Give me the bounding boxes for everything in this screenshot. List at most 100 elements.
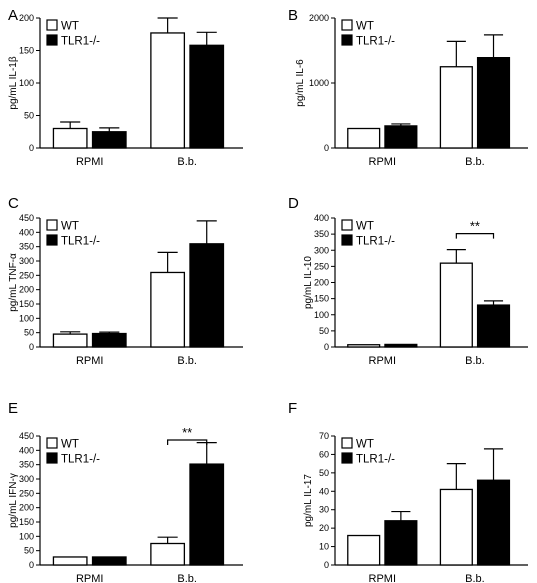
y-tick-label: 0 — [324, 342, 329, 352]
significance-label: ** — [470, 219, 480, 234]
bar-wt-rpmi — [52, 333, 88, 348]
y-tick-label: 200 — [314, 278, 329, 288]
x-category-label: B.b. — [177, 355, 197, 367]
panel-letter: A — [8, 7, 18, 24]
y-tick-label: 50 — [24, 328, 34, 338]
x-category-label: B.b. — [177, 156, 197, 168]
y-tick-label: 300 — [19, 256, 34, 266]
bar-tlr1-rpmi — [384, 343, 418, 348]
chart-panel-c: C 0 50 100 150 200 250 300 350 400 450 pg/mL TNF-α R… — [8, 195, 243, 367]
y-tick-label: 150 — [314, 294, 329, 304]
y-tick-label: 0 — [29, 560, 34, 570]
panel-letter: E — [8, 400, 18, 417]
y-tick-label: 200 — [19, 503, 34, 513]
legend-label: TLR1-/- — [61, 454, 100, 466]
legend-label: TLR1-/- — [356, 36, 395, 48]
legend-swatch — [46, 437, 58, 449]
chart-panel-b: B 0 1000 2000 pg/mL IL-6 RPMI B.b. WT TLR1-/- — [288, 7, 528, 168]
y-tick-label: 250 — [19, 270, 34, 280]
y-tick-label: 1000 — [309, 78, 329, 88]
y-tick-label: 0 — [29, 342, 34, 352]
y-tick-label: 100 — [19, 531, 34, 541]
x-category-label: B.b. — [465, 156, 485, 168]
legend-swatch — [341, 34, 353, 46]
legend-label: TLR1-/- — [61, 36, 100, 48]
y-tick-label: 70 — [319, 431, 329, 441]
y-tick-label: 200 — [19, 285, 34, 295]
bar-tlr1-rpmi — [384, 125, 418, 149]
chart-panel-f: F 0 10 20 30 40 50 60 70 pg/mL IL-17 RPMI B.b. WT TLR… — [288, 400, 528, 583]
significance-label: ** — [182, 425, 192, 440]
bar-wt-rpmi — [52, 127, 88, 149]
y-tick-label: 50 — [24, 546, 34, 556]
y-tick-label: 50 — [319, 326, 329, 336]
bar-wt-bb — [150, 32, 186, 149]
y-tick-label: 150 — [19, 46, 34, 56]
legend-swatch — [46, 219, 58, 231]
y-tick-label: 20 — [319, 523, 329, 533]
y-tick-label: 250 — [314, 261, 329, 271]
legend-swatch — [341, 452, 353, 464]
bar-wt-rpmi — [347, 534, 381, 566]
panel-letter: B — [288, 7, 298, 24]
y-axis-label: pg/mL IL-10 — [303, 256, 314, 309]
x-category-label: B.b. — [177, 573, 197, 583]
legend-swatch — [46, 19, 58, 31]
y-tick-label: 450 — [19, 213, 34, 223]
legend-label: WT — [61, 21, 79, 33]
legend-swatch — [46, 234, 58, 246]
chart-panel-e: E 0 50 100 150 200 250 300 350 400 450 pg/mL IFN-γ R… — [8, 400, 243, 583]
panel-letter: C — [8, 195, 19, 212]
bar-wt-rpmi — [52, 556, 88, 566]
y-tick-label: 350 — [19, 460, 34, 470]
y-tick-label: 150 — [19, 517, 34, 527]
y-tick-label: 350 — [19, 242, 34, 252]
y-tick-label: 0 — [324, 143, 329, 153]
bar-wt-rpmi — [347, 127, 381, 149]
y-tick-label: 300 — [314, 245, 329, 255]
x-category-label: RPMI — [369, 156, 397, 168]
legend-swatch — [341, 19, 353, 31]
bar-tlr1-bb — [189, 463, 225, 566]
legend-label: WT — [61, 439, 79, 451]
bar-tlr1-rpmi — [91, 332, 127, 348]
y-tick-label: 100 — [19, 78, 34, 88]
x-category-label: B.b. — [465, 355, 485, 367]
x-category-label: RPMI — [76, 355, 104, 367]
legend-label: WT — [356, 439, 374, 451]
legend-label: WT — [356, 221, 374, 233]
bar-tlr1-rpmi — [91, 131, 127, 149]
legend-swatch — [341, 234, 353, 246]
y-tick-label: 250 — [19, 488, 34, 498]
x-category-label: RPMI — [76, 573, 104, 583]
legend-swatch — [46, 34, 58, 46]
x-category-label: B.b. — [465, 573, 485, 583]
bar-wt-bb — [150, 271, 186, 348]
y-tick-label: 10 — [319, 542, 329, 552]
legend-label: TLR1-/- — [356, 236, 395, 248]
bar-tlr1-bb — [476, 57, 511, 149]
bar-wt-bb — [439, 262, 473, 348]
bar-wt-rpmi — [347, 344, 381, 348]
x-category-label: RPMI — [369, 355, 397, 367]
bar-tlr1-bb — [189, 44, 225, 149]
y-tick-label: 200 — [19, 13, 34, 23]
y-axis-label: pg/mL IL-17 — [303, 474, 314, 527]
legend-label: TLR1-/- — [61, 236, 100, 248]
legend-swatch — [341, 219, 353, 231]
x-category-label: RPMI — [76, 156, 104, 168]
bar-wt-bb — [150, 542, 186, 566]
chart-panel-d: D 0 50 100 150 200 250 300 350 400 pg/mL IL-10 RPMI… — [288, 195, 528, 367]
y-tick-label: 50 — [319, 468, 329, 478]
bar-tlr1-rpmi — [384, 520, 418, 566]
bar-tlr1-bb — [189, 243, 225, 348]
y-tick-label: 150 — [19, 299, 34, 309]
y-axis-label: pg/mL IFN-γ — [8, 473, 19, 528]
bar-tlr1-bb — [476, 304, 511, 348]
bar-wt-bb — [439, 66, 473, 149]
y-tick-label: 300 — [19, 474, 34, 484]
y-tick-label: 0 — [324, 560, 329, 570]
y-tick-label: 2000 — [309, 13, 329, 23]
chart-panel-a: A 0 50 100 150 200 pg/mL IL-1β RPMI B.b. WT TLR1-/… — [8, 7, 243, 168]
